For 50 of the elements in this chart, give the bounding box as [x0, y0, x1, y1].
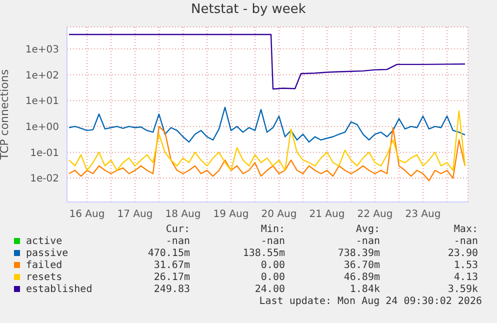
text: -nan: [164, 236, 190, 247]
text: 31.67m: [152, 260, 190, 271]
x-tick-label: 16 Aug: [69, 209, 105, 220]
text: 23.90: [448, 248, 478, 259]
legend-label: established: [26, 284, 92, 295]
text: -nan: [454, 236, 478, 247]
line-series: [68, 110, 466, 171]
text: Max:: [454, 224, 478, 235]
text: 1.84k: [350, 284, 380, 295]
y-tick-label: 1e+03: [25, 44, 59, 56]
y-tick-label: 1e-02: [30, 174, 59, 185]
legend-label: active: [26, 236, 62, 247]
x-tick-label: 22 Aug: [357, 209, 393, 220]
text: 249.83: [154, 284, 190, 295]
text: 24.00: [254, 284, 285, 295]
text: 4.13: [454, 272, 478, 283]
text: 0.00: [260, 260, 285, 271]
text: -nan: [260, 236, 285, 247]
x-tick-label: 23 Aug: [405, 209, 441, 220]
x-tick-label: 19 Aug: [213, 209, 249, 220]
text: 470.15m: [146, 248, 190, 259]
y-tick-label: 1e+01: [25, 96, 59, 108]
y-tick-label: 1e+02: [25, 70, 59, 82]
legend-label: resets: [26, 272, 62, 283]
legend-label: passive: [26, 248, 68, 259]
line-series: [68, 34, 466, 90]
text: 46.89m: [344, 272, 380, 283]
line-series: [68, 126, 466, 182]
text: Min:: [260, 224, 285, 235]
text: 138.55m: [242, 248, 285, 259]
y-tick-label: 1e-01: [30, 148, 59, 159]
text: Last update: Mon Aug 24 09:30:02 2026: [259, 296, 482, 307]
line-series: [68, 106, 466, 143]
x-tick-label: 20 Aug: [261, 209, 297, 220]
text: Cur:: [164, 224, 190, 235]
text: 0.00: [260, 272, 285, 283]
text: 36.70m: [344, 260, 380, 271]
text: 738.39m: [338, 248, 380, 259]
legend-label: failed: [26, 260, 62, 271]
y-axis-title: TCP connections: [0, 69, 11, 161]
text: Avg:: [356, 224, 380, 235]
x-tick-label: 17 Aug: [117, 209, 153, 220]
text: -nan: [356, 236, 380, 247]
x-tick-label: 18 Aug: [165, 209, 201, 220]
chart-title: Netstat - by week: [190, 2, 307, 17]
text: 3.59k: [448, 284, 478, 295]
text: 1.53: [454, 260, 478, 271]
text: 26.17m: [152, 272, 190, 283]
y-tick-label: 1e+00: [25, 122, 59, 134]
x-tick-label: 21 Aug: [309, 209, 345, 220]
